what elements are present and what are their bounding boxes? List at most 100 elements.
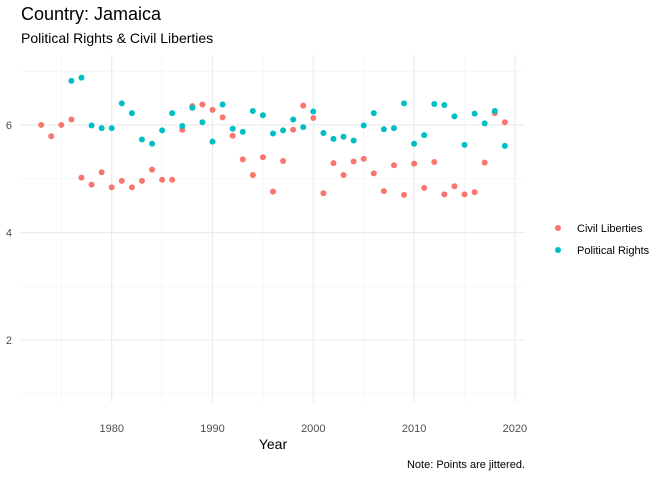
data-point <box>259 112 266 119</box>
data-point <box>401 100 408 107</box>
data-point <box>310 114 317 121</box>
data-point <box>149 140 156 147</box>
data-point <box>300 102 307 109</box>
series-political-rights <box>68 74 508 149</box>
data-point <box>370 110 377 117</box>
data-point <box>320 130 327 137</box>
data-point <box>169 110 176 117</box>
data-point <box>68 77 75 84</box>
data-point <box>481 120 488 127</box>
x-tick-label: 1990 <box>200 423 224 435</box>
data-point <box>149 166 156 173</box>
data-point <box>239 128 246 135</box>
legend-key <box>555 247 561 253</box>
data-point <box>290 116 297 123</box>
data-point <box>330 160 337 167</box>
data-point <box>501 119 508 126</box>
data-point <box>88 122 95 129</box>
data-point <box>48 133 55 140</box>
x-tick-label: 2010 <box>402 423 426 435</box>
data-point <box>350 158 357 165</box>
data-point <box>340 171 347 178</box>
data-point <box>471 189 478 196</box>
legend-key <box>555 225 561 231</box>
data-point <box>68 116 75 123</box>
data-point <box>138 136 145 143</box>
data-point <box>451 113 458 120</box>
legend: Civil Liberties Political Rights <box>555 223 650 257</box>
data-point <box>380 188 387 195</box>
series-civil-liberties <box>38 101 508 198</box>
data-point <box>380 126 387 133</box>
data-point <box>259 154 266 161</box>
data-point <box>390 125 397 132</box>
data-point <box>421 132 428 139</box>
data-point <box>108 125 115 132</box>
data-point <box>128 110 135 117</box>
data-point <box>280 157 287 164</box>
data-point <box>441 191 448 198</box>
data-point <box>370 170 377 177</box>
data-point <box>270 188 276 195</box>
data-point <box>118 177 125 184</box>
data-point <box>199 119 206 126</box>
data-point <box>401 191 408 198</box>
data-point <box>411 160 418 167</box>
data-point <box>461 191 468 198</box>
x-tick-label: 2020 <box>503 423 527 435</box>
legend-label: Political Rights <box>577 245 650 257</box>
data-point <box>98 169 105 176</box>
data-point <box>78 74 85 81</box>
data-point <box>340 133 347 140</box>
data-point <box>350 137 357 144</box>
data-point <box>219 114 226 121</box>
legend-label: Civil Liberties <box>577 223 643 235</box>
data-point <box>461 141 468 148</box>
data-point <box>159 127 166 134</box>
data-point <box>360 122 367 129</box>
data-point <box>320 190 327 197</box>
data-point <box>471 110 478 117</box>
data-point <box>360 155 367 162</box>
data-point <box>138 177 145 184</box>
data-point <box>491 107 498 114</box>
data-point <box>108 184 115 191</box>
data-point <box>219 101 226 108</box>
data-point <box>209 106 216 113</box>
data-point <box>310 108 317 115</box>
data-point <box>411 140 418 147</box>
data-point <box>189 104 196 111</box>
y-tick-label: 2 <box>6 335 12 347</box>
data-point <box>270 130 276 137</box>
data-point <box>451 183 458 190</box>
data-point <box>229 132 236 139</box>
data-point <box>199 101 206 108</box>
data-point <box>38 121 45 128</box>
chart-caption: Note: Points are jittered. <box>406 459 525 471</box>
data-point <box>501 142 508 149</box>
data-point <box>209 138 216 145</box>
x-tick-label: 1980 <box>99 423 123 435</box>
data-point <box>421 184 428 191</box>
data-point <box>431 100 438 107</box>
chart-subtitle: Political Rights & Civil Liberties <box>21 30 214 46</box>
data-point <box>169 176 176 183</box>
data-point <box>78 174 85 181</box>
data-point <box>249 171 256 178</box>
data-point <box>330 135 337 142</box>
data-point <box>249 107 256 114</box>
data-point <box>280 127 287 134</box>
data-point <box>179 123 186 130</box>
y-tick-label: 4 <box>6 228 12 240</box>
data-point <box>118 100 125 107</box>
data-point <box>58 121 65 128</box>
x-tick-label: 2000 <box>301 423 325 435</box>
data-point <box>229 125 236 132</box>
data-point <box>88 181 95 188</box>
data-point <box>481 159 488 166</box>
data-point <box>290 126 297 133</box>
data-point <box>159 176 166 183</box>
grid <box>21 55 525 402</box>
